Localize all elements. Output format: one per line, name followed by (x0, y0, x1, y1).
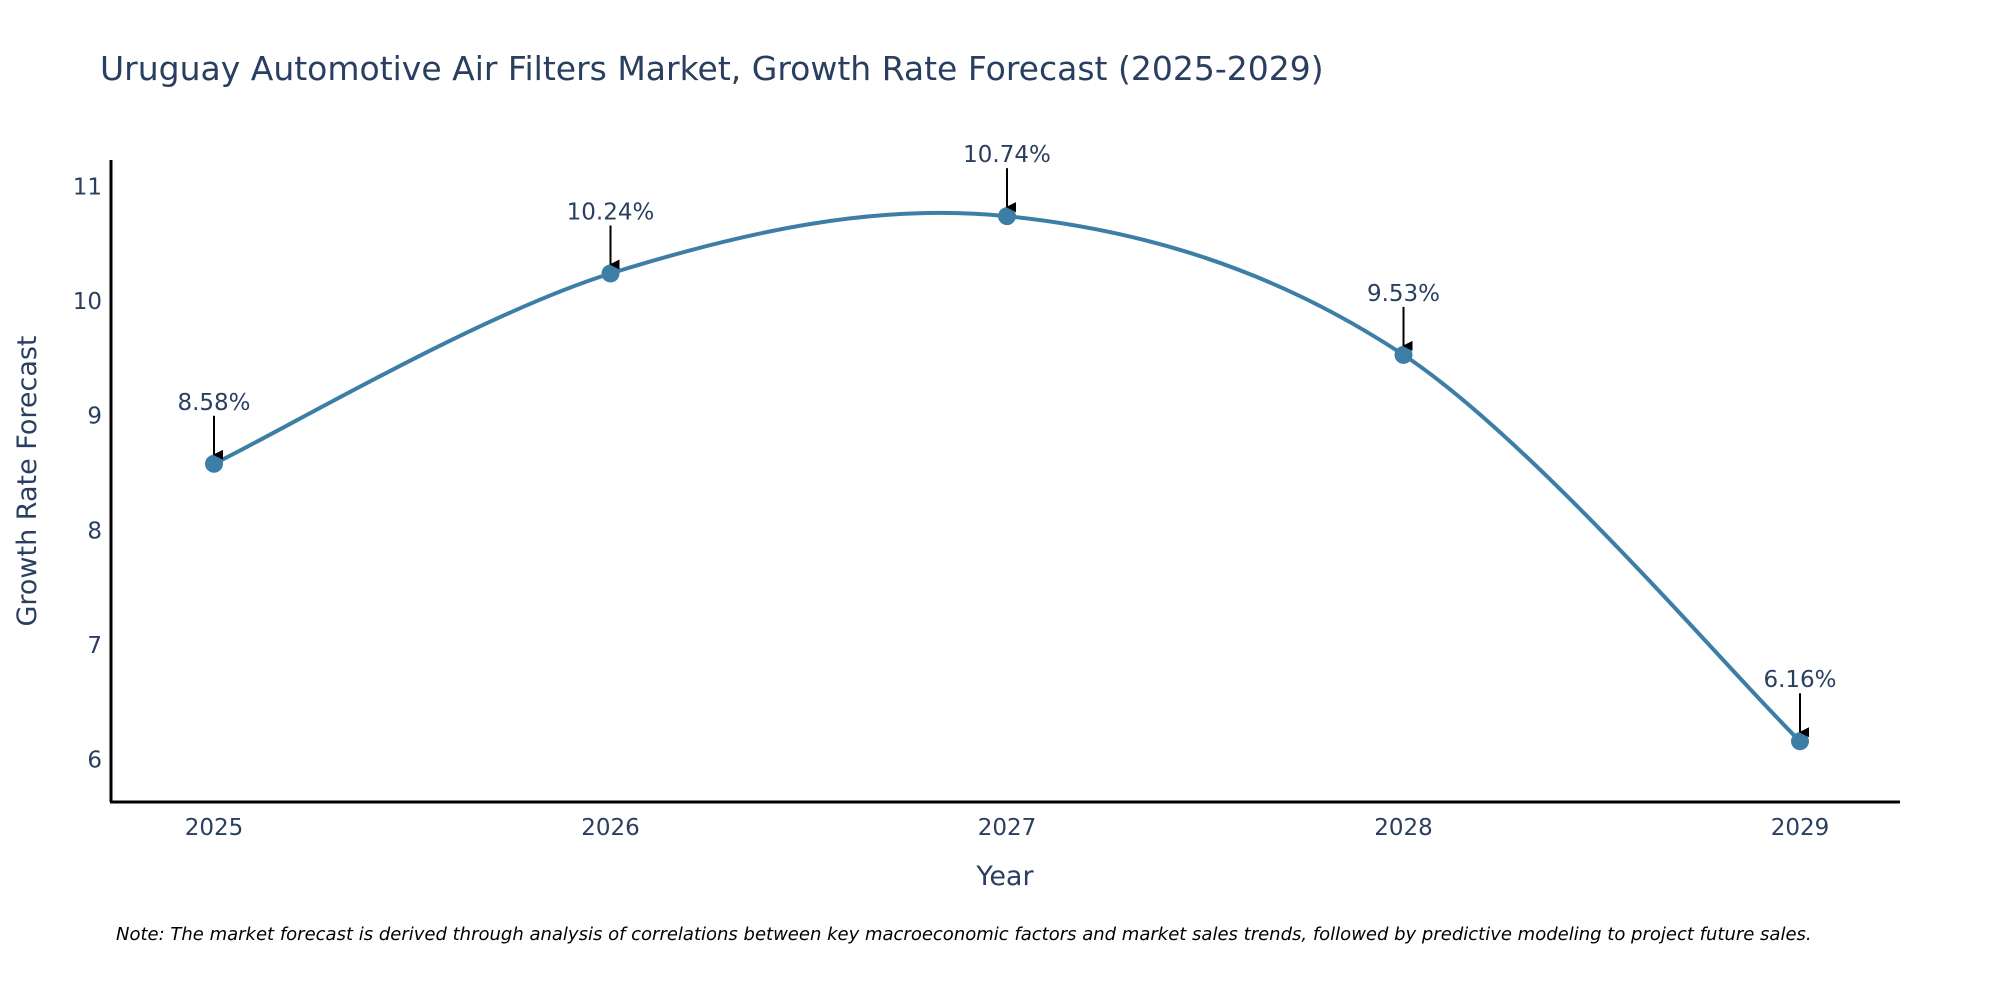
data-label-annotations: 8.58% 10.24% 10.74% 9.53% 6.16% (177, 142, 1837, 738)
data-point (205, 454, 223, 473)
y-axis-title: Growth Rate Forecast (12, 335, 43, 626)
y-tick-label: 7 (87, 633, 102, 659)
data-point (601, 264, 620, 283)
x-tick-label: 2027 (978, 815, 1037, 841)
x-tick-label: 2028 (1374, 815, 1433, 841)
data-point (1394, 345, 1413, 364)
series-markers (205, 207, 1809, 751)
data-label: 6.16% (1763, 667, 1836, 693)
data-label: 8.58% (177, 390, 250, 416)
data-label: 10.24% (567, 199, 655, 225)
data-point (1791, 732, 1809, 751)
x-tick-label: 2029 (1771, 815, 1830, 841)
y-tick-label: 6 (87, 748, 102, 774)
y-axis-ticks: 6 7 8 9 10 11 (73, 174, 102, 773)
data-label: 10.74% (963, 142, 1051, 168)
data-label: 9.53% (1367, 281, 1440, 307)
footnote: Note: The market forecast is derived thr… (116, 924, 1812, 945)
y-tick-label: 9 (87, 404, 102, 430)
x-axis-ticks: 2025 2026 2027 2028 2029 (185, 815, 1830, 841)
y-tick-label: 11 (73, 174, 102, 200)
x-axis-title: Year (975, 861, 1034, 892)
x-tick-label: 2025 (185, 815, 244, 841)
x-tick-label: 2026 (581, 815, 640, 841)
y-tick-label: 10 (73, 289, 102, 315)
data-point (998, 207, 1016, 226)
chart-title: Uruguay Automotive Air Filters Market, G… (100, 49, 1324, 88)
y-tick-label: 8 (87, 518, 102, 544)
series-line (213, 210, 1802, 743)
